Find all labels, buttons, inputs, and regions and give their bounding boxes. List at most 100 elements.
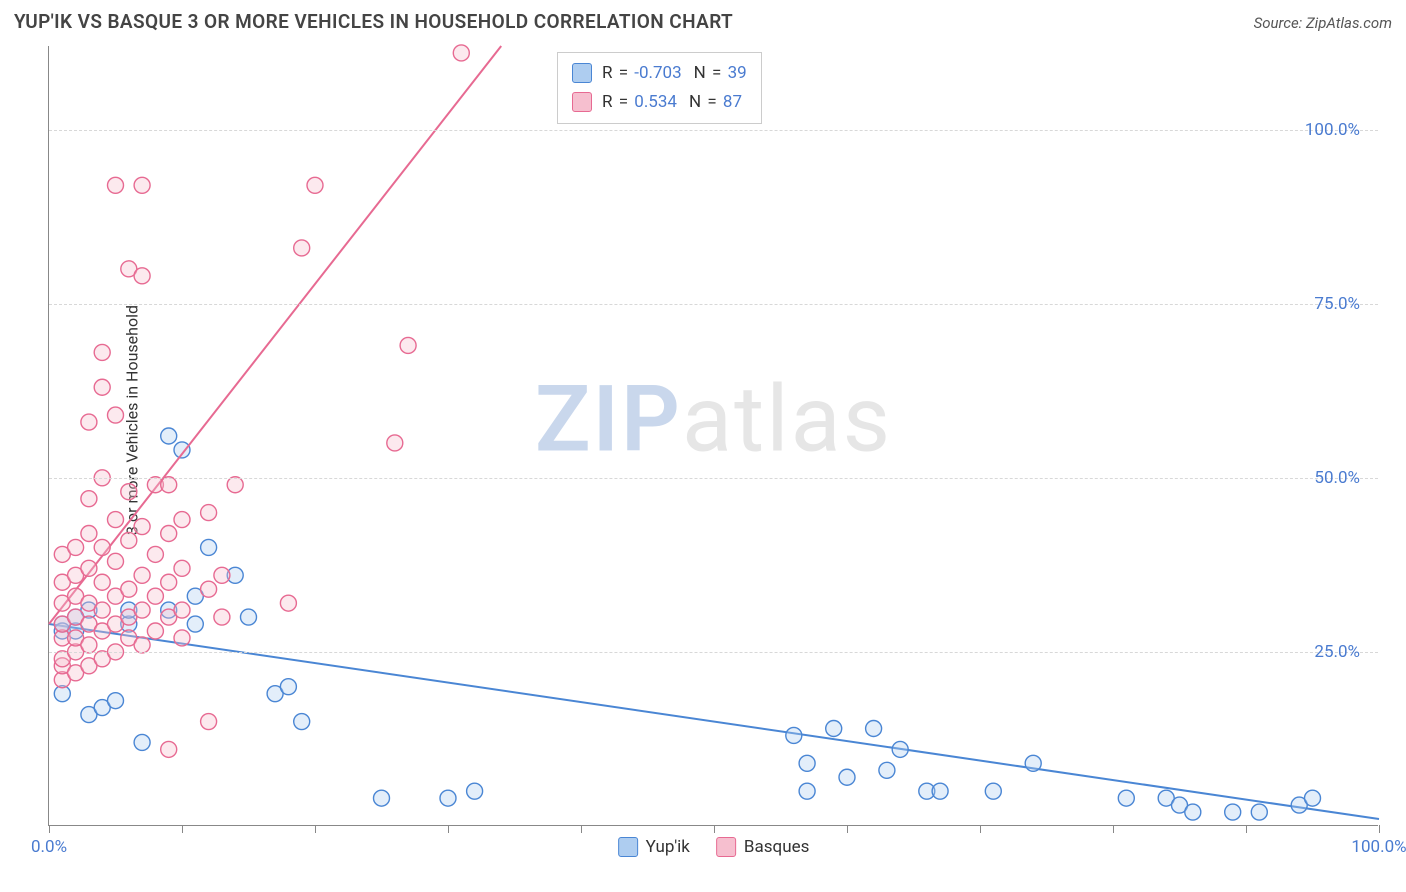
data-point	[94, 379, 110, 395]
data-point	[108, 177, 124, 193]
data-point	[214, 567, 230, 583]
chart-title: YUP'IK VS BASQUE 3 OR MORE VEHICLES IN H…	[14, 10, 733, 33]
data-point	[294, 240, 310, 256]
data-point	[839, 769, 855, 785]
x-tick	[581, 825, 582, 833]
data-point	[81, 414, 97, 430]
data-point	[81, 491, 97, 507]
data-point	[161, 477, 177, 493]
data-point	[387, 435, 403, 451]
stats-box: R = -0.703N = 39R = 0.534N = 87	[557, 52, 762, 124]
data-point	[94, 539, 110, 555]
data-point	[892, 741, 908, 757]
data-point	[1225, 804, 1241, 820]
y-tick-label: 25.0%	[1314, 642, 1360, 662]
gridline	[49, 478, 1378, 479]
data-point	[108, 512, 124, 528]
data-point	[932, 783, 948, 799]
gridline	[49, 652, 1378, 653]
data-point	[161, 741, 177, 757]
data-point	[826, 721, 842, 737]
legend: Yup'ik Basques	[618, 837, 810, 857]
data-point	[174, 602, 190, 618]
data-point	[134, 734, 150, 750]
data-point	[68, 539, 84, 555]
data-point	[280, 595, 296, 611]
x-tick	[182, 825, 183, 833]
data-point	[134, 602, 150, 618]
stats-swatch	[572, 63, 592, 83]
y-tick-label: 50.0%	[1314, 468, 1360, 488]
x-tick	[847, 825, 848, 833]
data-point	[121, 581, 137, 597]
data-point	[374, 790, 390, 806]
data-point	[161, 526, 177, 542]
data-point	[440, 790, 456, 806]
data-point	[108, 553, 124, 569]
data-point	[1251, 804, 1267, 820]
data-point	[121, 484, 137, 500]
gridline	[49, 130, 1378, 131]
header: YUP'IK VS BASQUE 3 OR MORE VEHICLES IN H…	[14, 10, 1392, 33]
legend-swatch	[716, 837, 736, 857]
data-point	[134, 268, 150, 284]
data-point	[400, 337, 416, 353]
x-tick	[980, 825, 981, 833]
data-point	[201, 539, 217, 555]
data-point	[214, 609, 230, 625]
data-point	[134, 177, 150, 193]
legend-label: Yup'ik	[646, 837, 690, 857]
x-tick	[1113, 825, 1114, 833]
data-point	[161, 574, 177, 590]
stats-text: R = -0.703N = 39	[602, 59, 747, 88]
data-point	[108, 407, 124, 423]
data-point	[161, 428, 177, 444]
data-point	[134, 637, 150, 653]
data-point	[799, 783, 815, 799]
x-tick-label: 0.0%	[31, 837, 67, 857]
gridline	[49, 304, 1378, 305]
data-point	[786, 727, 802, 743]
x-tick	[714, 825, 715, 833]
data-point	[1185, 804, 1201, 820]
stats-text: R = 0.534N = 87	[602, 88, 742, 117]
legend-item: Basques	[716, 837, 809, 857]
data-point	[1305, 790, 1321, 806]
source-label: Source: ZipAtlas.com	[1254, 14, 1392, 32]
legend-item: Yup'ik	[618, 837, 690, 857]
data-point	[174, 630, 190, 646]
y-tick-label: 100.0%	[1305, 120, 1360, 140]
x-tick	[1379, 825, 1380, 833]
data-point	[1025, 755, 1041, 771]
x-tick	[1246, 825, 1247, 833]
data-point	[134, 519, 150, 535]
y-tick-label: 75.0%	[1314, 294, 1360, 314]
regression-line	[49, 624, 1379, 819]
stats-swatch	[572, 92, 592, 112]
data-point	[879, 762, 895, 778]
data-point	[147, 546, 163, 562]
data-point	[985, 783, 1001, 799]
data-point	[174, 512, 190, 528]
data-point	[81, 560, 97, 576]
x-tick	[315, 825, 316, 833]
legend-swatch	[618, 837, 638, 857]
data-point	[241, 609, 257, 625]
regression-line	[49, 46, 501, 624]
x-tick	[448, 825, 449, 833]
data-point	[280, 679, 296, 695]
data-point	[866, 721, 882, 737]
data-point	[294, 714, 310, 730]
data-point	[134, 567, 150, 583]
chart-svg	[49, 46, 1378, 825]
data-point	[467, 783, 483, 799]
stats-row: R = -0.703N = 39	[572, 59, 747, 88]
x-tick-label: 100.0%	[1351, 837, 1406, 857]
x-tick	[49, 825, 50, 833]
data-point	[799, 755, 815, 771]
data-point	[174, 560, 190, 576]
data-point	[201, 714, 217, 730]
data-point	[94, 602, 110, 618]
data-point	[81, 637, 97, 653]
data-point	[201, 505, 217, 521]
